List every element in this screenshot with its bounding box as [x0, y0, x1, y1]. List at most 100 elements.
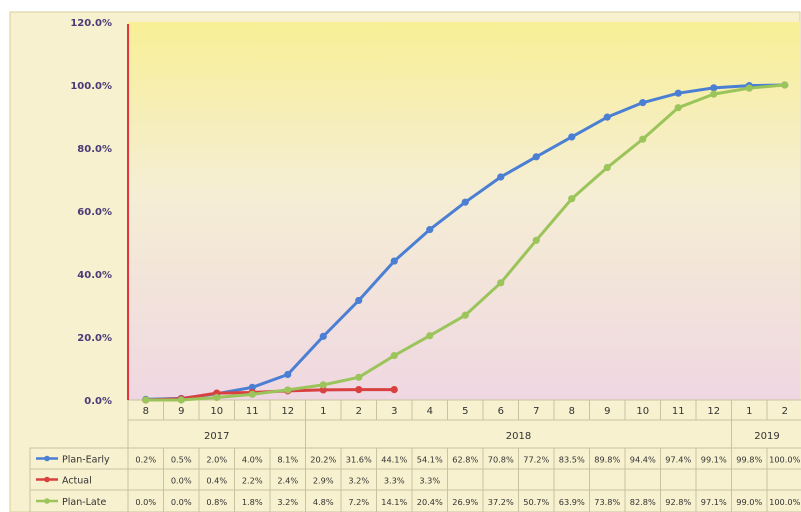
table-value: 2.2% [242, 476, 263, 486]
year-label: 2019 [754, 431, 779, 442]
x-tick-label: 7 [533, 406, 539, 417]
table-value: 100.0% [769, 455, 800, 465]
x-tick-label: 9 [178, 406, 184, 417]
data-point [319, 386, 327, 394]
x-tick-label: 12 [281, 406, 294, 417]
table-cell [447, 468, 484, 491]
data-point [497, 173, 505, 181]
data-point [390, 351, 398, 360]
table-value: 3.3% [384, 476, 405, 486]
table-cell [589, 468, 626, 491]
table-value: 73.8% [594, 497, 620, 507]
table-value: 8.1% [277, 455, 298, 465]
table-value: 77.2% [523, 455, 549, 465]
table-value: 2.0% [206, 455, 227, 465]
x-tick-label: 6 [498, 406, 504, 417]
data-point [781, 81, 789, 89]
year-label: 2018 [506, 431, 531, 442]
x-tick-label: 8 [143, 406, 149, 417]
data-point [319, 381, 327, 389]
table-cell [695, 468, 732, 491]
data-point [603, 163, 611, 172]
table-value: 31.6% [346, 455, 372, 465]
data-point [319, 332, 327, 340]
data-point [461, 311, 469, 319]
x-tick-label: 2 [782, 406, 788, 417]
table-value: 63.9% [559, 497, 585, 507]
data-point [355, 386, 363, 394]
data-point [248, 390, 256, 398]
table-value: 89.8% [594, 455, 620, 465]
table-value: 94.4% [630, 455, 656, 465]
table-value: 0.0% [171, 497, 192, 507]
data-point [355, 373, 363, 381]
table-value: 82.8% [630, 497, 656, 507]
data-point [248, 383, 256, 391]
table-value: 3.3% [419, 476, 440, 486]
x-tick-label: 8 [569, 406, 575, 417]
x-tick-label: 11 [672, 406, 685, 417]
table-cell [624, 468, 661, 491]
x-tick-label: 1 [320, 406, 326, 417]
table-value: 50.7% [523, 497, 549, 507]
y-tick-label: 0.0% [84, 396, 112, 407]
y-tick-label: 40.0% [77, 270, 112, 281]
table-cell [127, 468, 164, 491]
legend-marker [44, 498, 50, 504]
x-tick-label: 10 [636, 406, 649, 417]
table-value: 99.1% [701, 455, 727, 465]
legend-label: Plan-Early [62, 455, 110, 466]
data-point [532, 153, 540, 161]
table-value: 0.8% [206, 497, 227, 507]
data-point [710, 84, 718, 92]
x-tick-label: 3 [391, 406, 397, 417]
data-point [213, 393, 221, 402]
table-value: 1.8% [242, 497, 263, 507]
series-layer [142, 81, 789, 404]
table-value: 14.1% [381, 497, 407, 507]
data-point [674, 89, 682, 97]
data-point [745, 84, 753, 92]
data-point [710, 90, 718, 98]
x-tick-label: 4 [427, 406, 433, 417]
x-tick-label: 2 [356, 406, 362, 417]
table-value: 0.0% [171, 476, 192, 486]
y-tick-label: 100.0% [70, 81, 112, 92]
data-point [639, 99, 647, 107]
x-tick-label: 12 [707, 406, 720, 417]
table-value: 44.1% [381, 455, 407, 465]
table-value: 70.8% [488, 455, 514, 465]
table-value: 3.2% [348, 476, 369, 486]
data-point [177, 396, 185, 404]
table-value: 7.2% [348, 497, 369, 507]
table-value: 0.0% [135, 497, 156, 507]
plot-area [128, 22, 800, 400]
table-value: 97.4% [665, 455, 691, 465]
data-point [497, 279, 505, 287]
table-value: 99.8% [736, 455, 762, 465]
table-value: 92.8% [665, 497, 691, 507]
table-cell [518, 468, 555, 491]
data-point [426, 332, 434, 340]
legend-label: Actual [62, 476, 92, 487]
table-value: 54.1% [417, 455, 443, 465]
table-value: 4.8% [313, 497, 334, 507]
data-point [461, 198, 469, 206]
table-value: 2.9% [313, 476, 334, 486]
data-point [390, 386, 398, 394]
table-value: 99.0% [736, 497, 762, 507]
table-value: 37.2% [488, 497, 514, 507]
table-value: 0.2% [135, 455, 156, 465]
x-tick-label: 9 [604, 406, 610, 417]
x-tick-label: 10 [210, 406, 223, 417]
y-tick-label: 120.0% [70, 18, 112, 29]
data-point [674, 104, 682, 112]
year-cell [731, 419, 801, 449]
table-value: 0.4% [206, 476, 227, 486]
x-tick-label: 1 [746, 406, 752, 417]
table-value: 97.1% [701, 497, 727, 507]
data-point [568, 133, 576, 141]
table-cell [553, 468, 590, 491]
